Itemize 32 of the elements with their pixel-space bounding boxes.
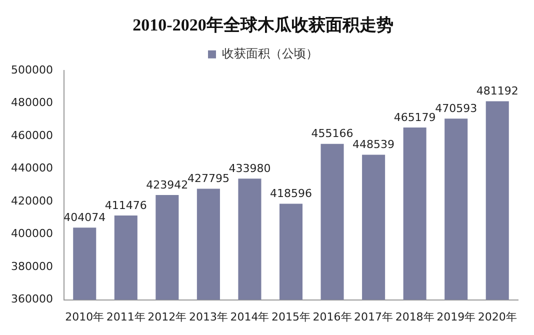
data-label: 470593: [435, 102, 478, 115]
y-tick-label: 500000: [10, 63, 53, 76]
x-tick-label: 2010年: [65, 310, 104, 324]
data-label: 423942: [146, 178, 188, 192]
x-tick-label: 2016年: [312, 310, 352, 324]
data-label: 433980: [228, 162, 271, 175]
x-tick-label: 2013年: [188, 310, 228, 324]
data-label: 448539: [352, 138, 395, 152]
data-label: 481192: [476, 84, 518, 98]
y-tick-label: 400000: [10, 227, 53, 240]
y-tick-label: 380000: [10, 260, 53, 273]
data-label: 427795: [187, 172, 230, 186]
chart-title: 2010-2020年全球木瓜收获面积走势: [132, 16, 394, 35]
data-label: 465179: [394, 110, 436, 124]
x-tick-label: 2020年: [478, 310, 517, 324]
x-tick-label: 2019年: [436, 310, 476, 324]
x-tick-label: 2015年: [271, 310, 310, 324]
x-tick-label: 2017年: [354, 310, 394, 324]
legend-label: 收获面积（公顷）: [222, 46, 318, 61]
y-tick-label: 460000: [10, 128, 53, 142]
data-label: 411476: [104, 198, 147, 212]
x-tick-label: 2018年: [395, 310, 434, 324]
x-tick-label: 2014年: [230, 310, 270, 324]
y-tick-label: 360000: [10, 292, 53, 306]
y-tick-label: 440000: [10, 162, 53, 175]
x-tick-label: 2012年: [148, 310, 187, 324]
y-tick-label: 420000: [10, 194, 53, 208]
x-tick-label: 2011年: [106, 310, 146, 324]
data-label: 455166: [311, 127, 354, 140]
data-label: 404074: [64, 210, 106, 224]
data-label: 418596: [270, 187, 312, 200]
y-tick-label: 480000: [10, 96, 53, 110]
